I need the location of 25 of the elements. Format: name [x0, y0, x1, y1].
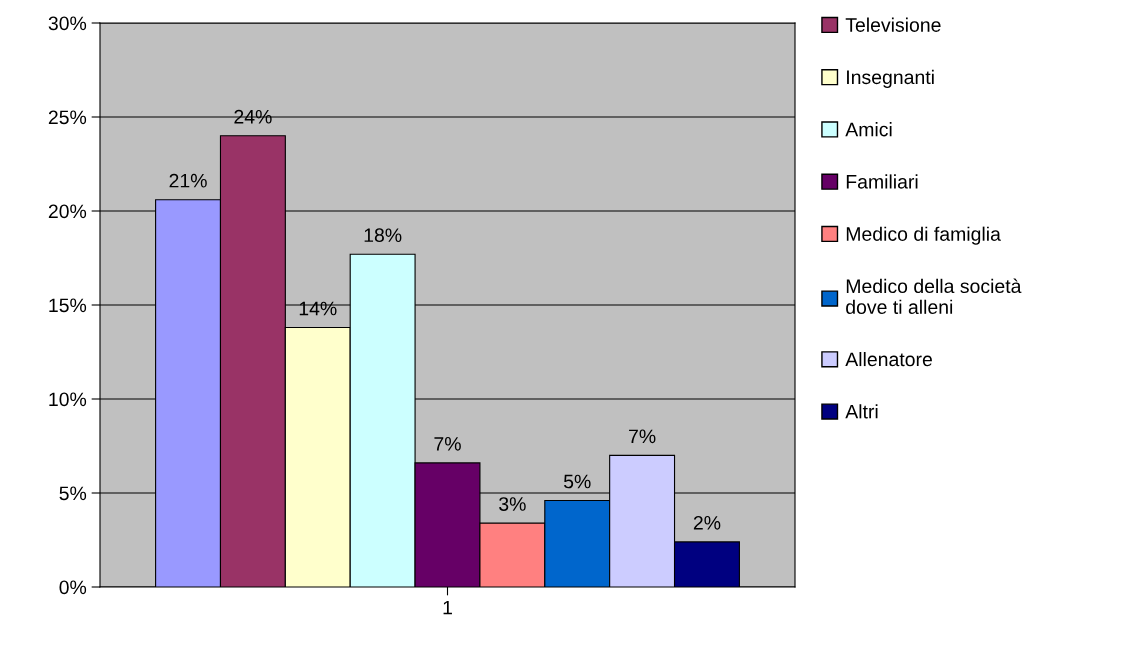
legend-label: Medico di famiglia — [846, 226, 1001, 245]
legend-label: Medico della società dove ti alleni — [846, 278, 1022, 315]
data-label: 18% — [364, 228, 402, 243]
y-tick-label: 30% — [48, 16, 87, 31]
legend-label: Allenatore — [845, 351, 932, 367]
data-label: 7% — [629, 429, 656, 444]
y-tick-label: 5% — [59, 486, 87, 501]
data-label: 3% — [499, 497, 526, 511]
data-label: 2% — [693, 515, 721, 530]
data-label: 24% — [234, 109, 272, 124]
legend-label: Altri — [845, 404, 878, 419]
x-tick-label: 1 — [443, 600, 452, 615]
y-tick-label: 15% — [49, 298, 87, 313]
y-tick-label: 0% — [59, 580, 87, 595]
legend-label: Televisione — [845, 17, 941, 32]
y-tick-label: 20% — [48, 204, 87, 219]
legend-label: Insegnanti — [847, 69, 934, 88]
data-label: 14% — [299, 301, 337, 316]
legend-label: Familiari — [846, 174, 918, 189]
y-tick-label: 25% — [48, 110, 87, 125]
data-label: 5% — [563, 474, 591, 489]
data-label: 21% — [169, 173, 207, 188]
y-tick-label: 10% — [49, 392, 87, 407]
data-label: 7% — [434, 437, 461, 451]
legend-label: Amici — [845, 122, 892, 137]
